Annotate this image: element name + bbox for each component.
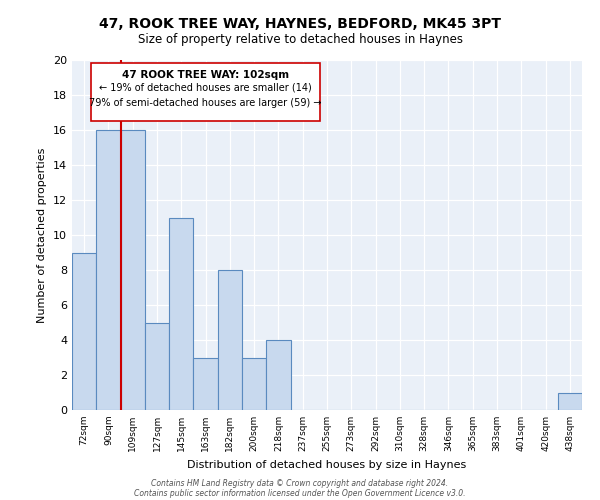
Bar (242, 358, 266, 410)
Bar (558, 392, 582, 410)
Bar (121, 130, 145, 410)
Bar (169, 218, 193, 410)
Text: ← 19% of detached houses are smaller (14): ← 19% of detached houses are smaller (14… (99, 83, 312, 93)
Text: 47 ROOK TREE WAY: 102sqm: 47 ROOK TREE WAY: 102sqm (122, 70, 289, 80)
Bar (72, 252, 96, 410)
Bar (193, 358, 218, 410)
Text: Contains public sector information licensed under the Open Government Licence v3: Contains public sector information licen… (134, 488, 466, 498)
FancyBboxPatch shape (91, 62, 320, 122)
Bar (218, 270, 242, 410)
X-axis label: Distribution of detached houses by size in Haynes: Distribution of detached houses by size … (187, 460, 467, 469)
Text: 79% of semi-detached houses are larger (59) →: 79% of semi-detached houses are larger (… (89, 98, 322, 108)
Text: 47, ROOK TREE WAY, HAYNES, BEDFORD, MK45 3PT: 47, ROOK TREE WAY, HAYNES, BEDFORD, MK45… (99, 18, 501, 32)
Text: Size of property relative to detached houses in Haynes: Size of property relative to detached ho… (137, 32, 463, 46)
Bar (266, 340, 290, 410)
Text: Contains HM Land Registry data © Crown copyright and database right 2024.: Contains HM Land Registry data © Crown c… (151, 478, 449, 488)
Bar (145, 322, 169, 410)
Bar (96, 130, 121, 410)
Y-axis label: Number of detached properties: Number of detached properties (37, 148, 47, 322)
